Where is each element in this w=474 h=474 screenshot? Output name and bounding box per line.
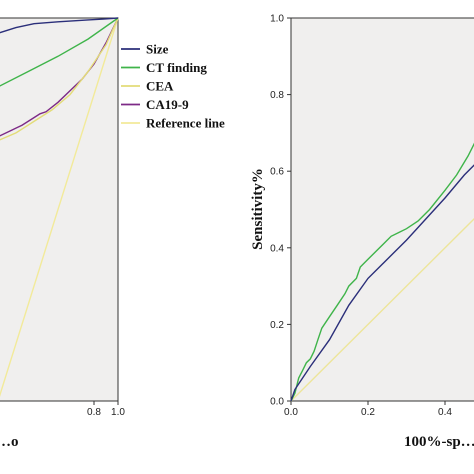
legend-label: CEA bbox=[146, 79, 174, 94]
right-y-axis-title: Sensitivity% bbox=[250, 168, 266, 250]
right-series-group bbox=[290, 142, 474, 402]
right-y-tick-label: 0.4 bbox=[270, 243, 284, 254]
left-x-ticks: 0.8 1.0 bbox=[87, 401, 125, 418]
right-y-tick-label: 0.0 bbox=[270, 397, 284, 408]
right-x-tick-label: 0.0 bbox=[284, 407, 298, 418]
legend-label: CA19-9 bbox=[146, 97, 189, 112]
right-y-tick-label: 0.2 bbox=[270, 320, 284, 331]
right-plot-area bbox=[290, 17, 474, 402]
right-x-tick-label: 0.2 bbox=[361, 407, 375, 418]
right-y-tick-label: 1.0 bbox=[270, 14, 284, 25]
left-roc-chart: 0.8 1.0 …o bbox=[0, 17, 125, 450]
left-series-group bbox=[0, 17, 119, 397]
right-x-axis-title: 100%-sp… bbox=[404, 434, 474, 450]
left-x-axis-title: …o bbox=[0, 434, 19, 450]
legend-label: CT finding bbox=[146, 60, 207, 75]
left-series-line-ct-finding bbox=[0, 17, 119, 87]
left-series-line-reference-line bbox=[0, 17, 119, 397]
left-series-line-cea bbox=[0, 17, 119, 141]
legend-label: Size bbox=[146, 42, 169, 57]
left-series-line-size bbox=[0, 17, 119, 34]
right-series-line bbox=[290, 218, 474, 402]
left-x-tick-label: 1.0 bbox=[111, 407, 125, 418]
left-x-tick-label: 0.8 bbox=[87, 407, 101, 418]
right-series-line bbox=[290, 164, 474, 402]
right-roc-chart: 0.0 0.2 0.4 0.0 0.2 0.4 0.6 0.8 1.0 Sensitivity… bbox=[250, 14, 474, 450]
right-x-ticks: 0.0 0.2 0.4 bbox=[284, 401, 452, 418]
right-y-tick-label: 0.8 bbox=[270, 90, 284, 101]
right-x-tick-label: 0.4 bbox=[438, 407, 452, 418]
legend: Size CT finding CEA CA19-9 Reference line bbox=[121, 42, 225, 131]
right-y-tick-label: 0.6 bbox=[270, 167, 284, 178]
right-series-line bbox=[290, 142, 474, 402]
legend-label: Reference line bbox=[146, 116, 225, 131]
right-y-ticks: 0.0 0.2 0.4 0.6 0.8 1.0 bbox=[270, 14, 291, 408]
